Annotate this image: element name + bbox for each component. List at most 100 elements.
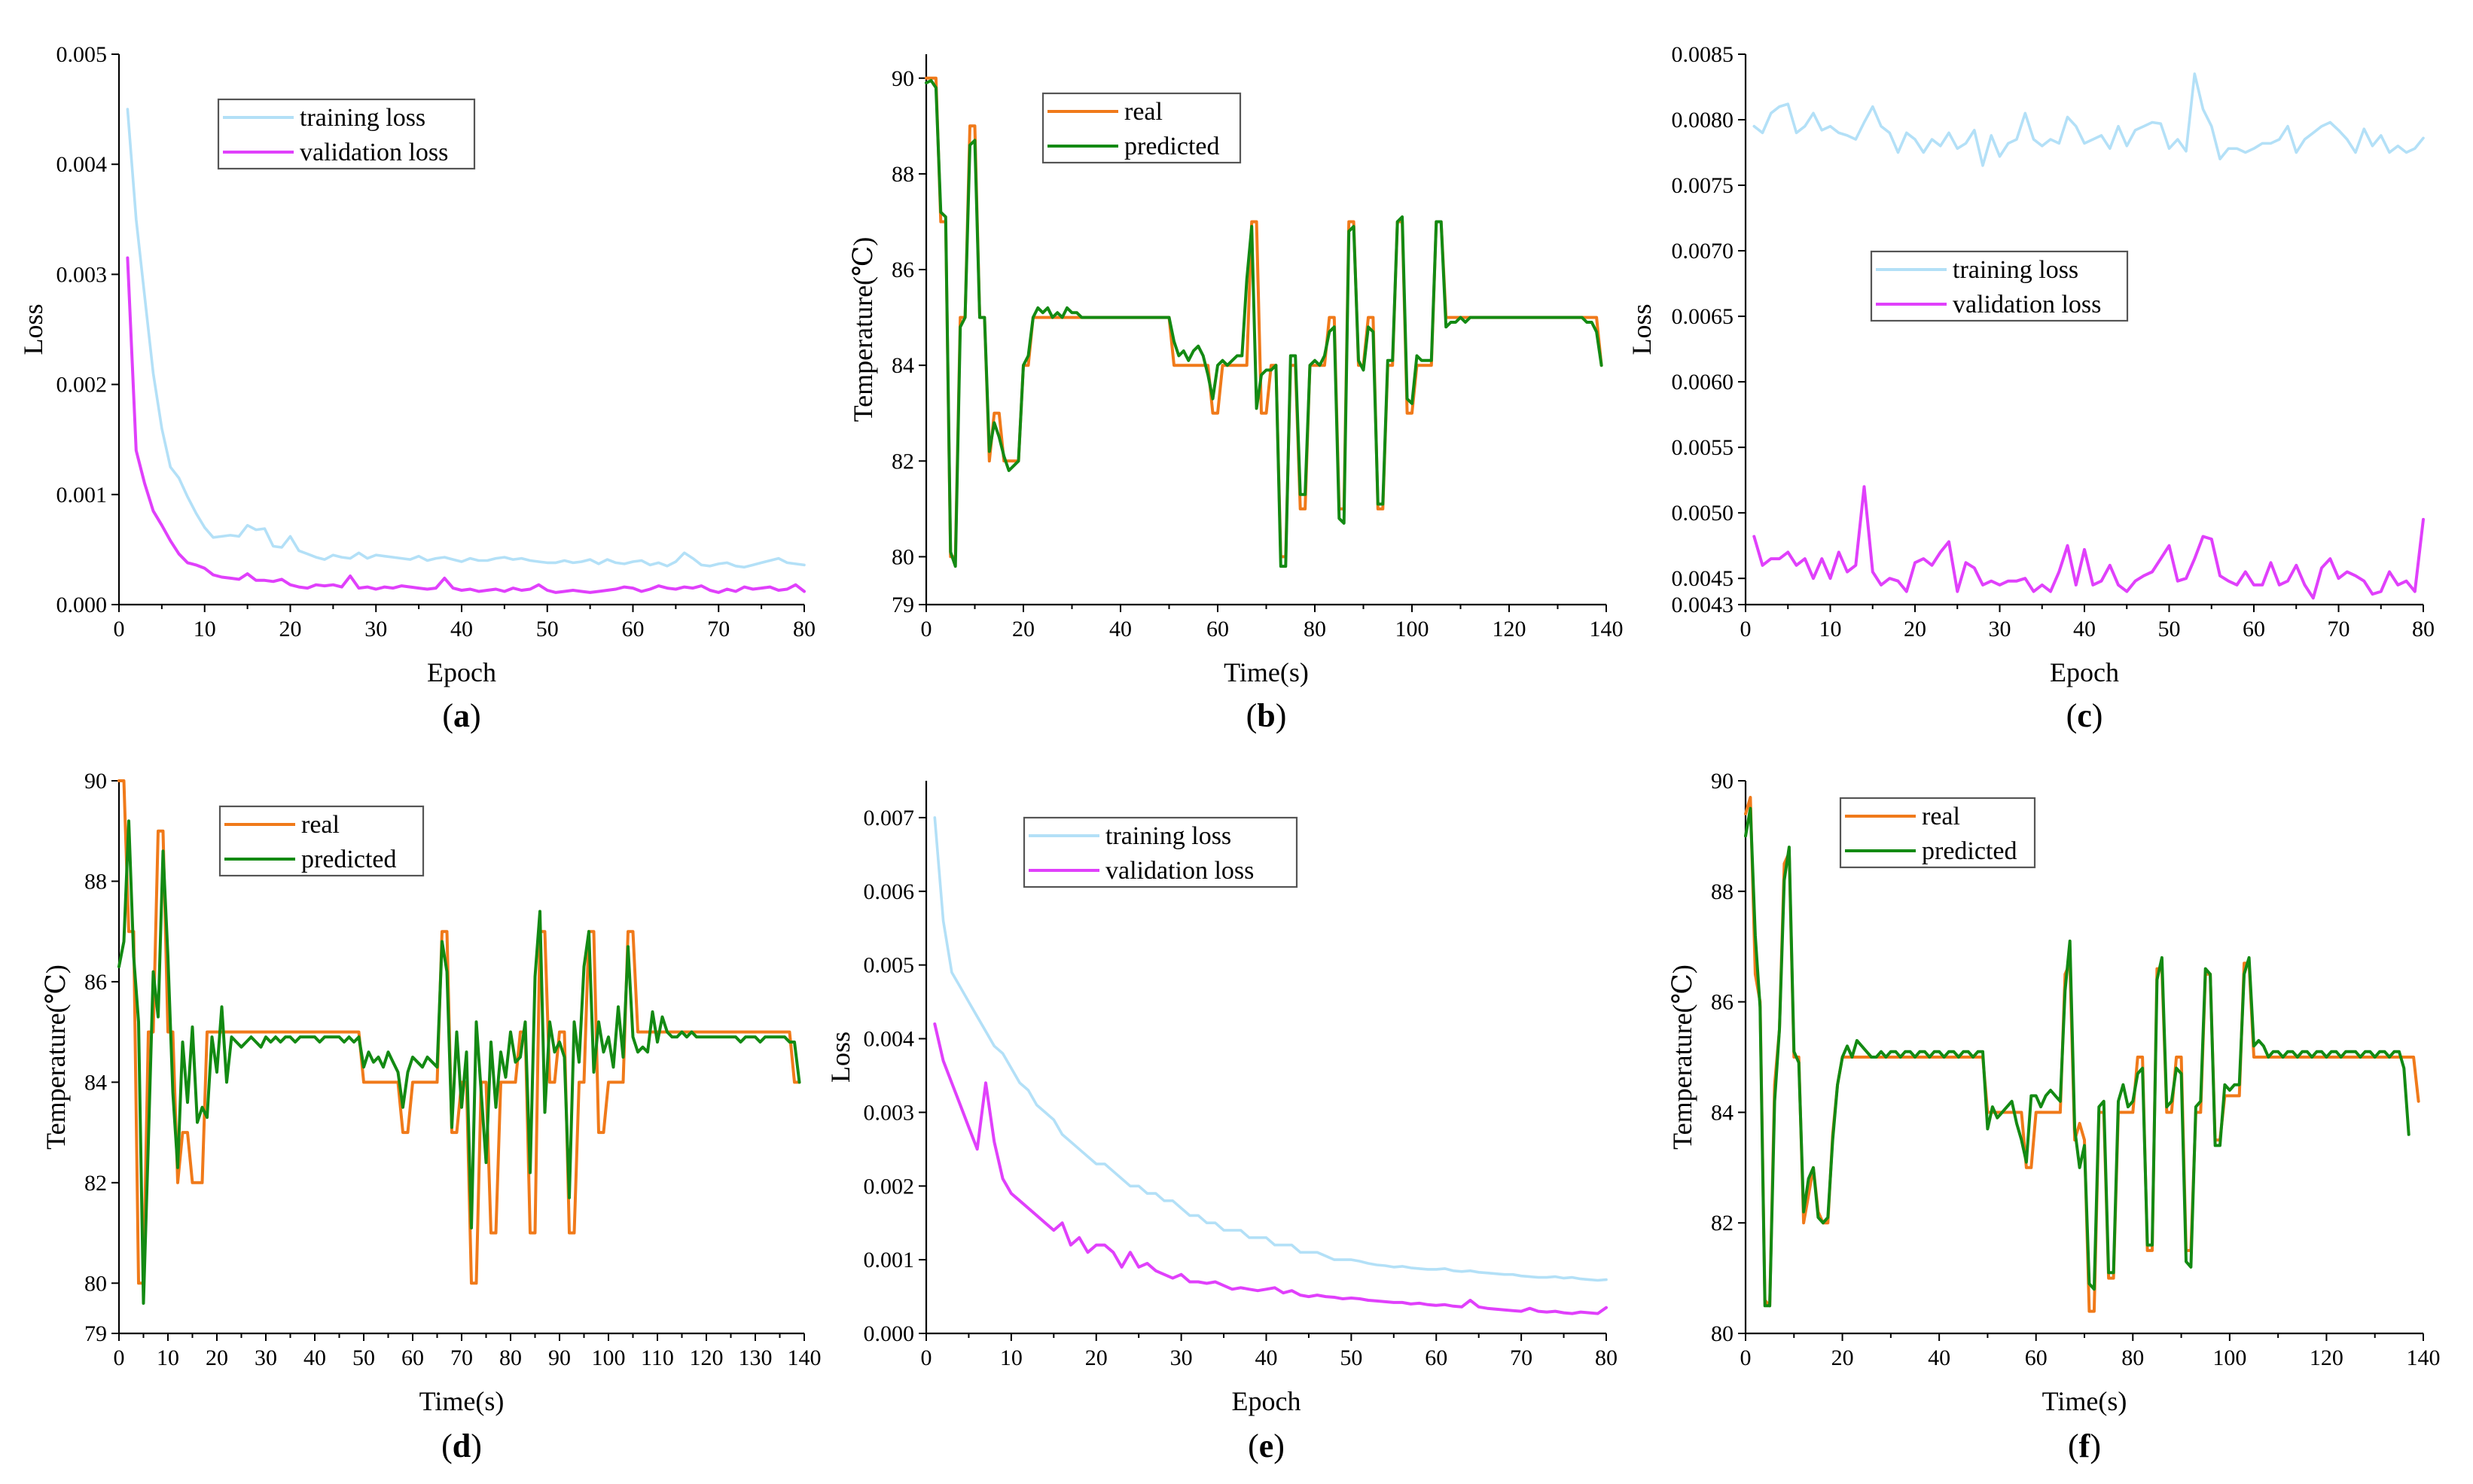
x-tick-label: 120: [690, 1345, 724, 1370]
y-tick-label: 90: [1711, 769, 1734, 794]
legend-entry: validation loss: [1105, 857, 1254, 885]
legend-entry: real: [1124, 98, 1163, 126]
x-tick-label: 20: [279, 617, 302, 641]
x-tick-label: 40: [2073, 617, 2096, 641]
legend-entry: real: [301, 811, 340, 839]
x-tick-label: 80: [2121, 1345, 2144, 1370]
x-tick-label: 50: [536, 617, 559, 641]
y-tick-label: 0.0045: [1672, 566, 1734, 591]
y-tick-label: 86: [892, 257, 914, 282]
legend-box: [218, 805, 425, 877]
y-tick-label: 0.0075: [1672, 173, 1734, 198]
x-tick-label: 10: [194, 617, 216, 641]
chart-f: 0 20 40 60 80 100 120 140 80 82 84 86 88 90 Time(s) Tem…: [1667, 769, 2441, 1464]
x-tick-label: 30: [255, 1345, 277, 1370]
x-axis-title: Epoch: [427, 657, 496, 687]
y-tick-label: 84: [84, 1070, 107, 1095]
x-tick-label: 90: [548, 1345, 571, 1370]
y-tick-label: 0.000: [864, 1321, 915, 1346]
y-tick-label: 86: [1711, 990, 1734, 1015]
x-tick-label: 50: [1340, 1345, 1362, 1370]
y-tick-label: 0.001: [864, 1248, 915, 1272]
x-tick-label: 140: [1590, 617, 1624, 641]
y-tick-label: 80: [1711, 1321, 1734, 1346]
legend-box: [1041, 92, 1242, 164]
x-tick-label: 30: [1989, 617, 2011, 641]
legend: training loss validation loss: [1023, 816, 1298, 888]
x-tick-label: 110: [641, 1345, 674, 1370]
x-tick-label: 0: [114, 1345, 125, 1370]
legend-box: [1870, 250, 2129, 322]
x-tick-label: 10: [1819, 617, 1842, 641]
axis-frame: [925, 54, 1606, 606]
legend: training loss validation loss: [217, 98, 476, 170]
legend-box: [1023, 816, 1298, 888]
y-tick-label: 0.006: [864, 879, 915, 904]
y-tick-label: 82: [84, 1171, 107, 1196]
x-axis-title: Epoch: [2050, 657, 2119, 687]
x-tick-label: 0: [1740, 1345, 1752, 1370]
x-tick-label: 100: [2212, 1345, 2246, 1370]
legend-entry: predicted: [1124, 133, 1220, 160]
x-tick-label: 80: [1595, 1345, 1618, 1370]
series-line-validation-loss: [1752, 485, 2425, 600]
x-tick-label: 40: [303, 1345, 326, 1370]
x-tick-label: 60: [2025, 1345, 2048, 1370]
y-axis-title: Temperature(℃): [1667, 964, 1697, 1150]
y-tick-label: 79: [84, 1321, 107, 1346]
y-tick-label: 82: [1711, 1211, 1734, 1236]
legend-box: [1839, 797, 2036, 869]
y-tick-label: 84: [892, 353, 914, 378]
x-tick-label: 70: [707, 617, 730, 641]
y-tick-label: 0.001: [56, 483, 108, 507]
panel-label: (f): [2068, 1428, 2101, 1464]
x-tick-label: 60: [622, 617, 645, 641]
y-tick-label: 0.002: [56, 373, 108, 398]
y-tick-label: 82: [892, 449, 914, 474]
panel-label: (e): [1248, 1428, 1285, 1464]
x-tick-label: 50: [2158, 617, 2181, 641]
x-tick-label: 0: [114, 617, 125, 641]
y-tick-label: 0.003: [56, 262, 108, 287]
y-tick-label: 88: [1711, 879, 1734, 904]
x-tick-label: 100: [592, 1345, 626, 1370]
x-tick-label: 40: [1255, 1345, 1278, 1370]
chart-e: 0 10 20 30 40 50 60 70 80 0.000 0.001 0.002 0.003 0.0…: [825, 781, 1618, 1464]
y-axis-title: Temperature(℃): [41, 964, 71, 1150]
y-axis-title: Loss: [18, 303, 48, 355]
y-tick-label: 79: [892, 593, 914, 617]
legend-entry: predicted: [1922, 837, 2017, 865]
x-tick-label: 120: [2310, 1345, 2343, 1370]
series-line-real: [1744, 796, 2420, 1313]
x-tick-label: 60: [1425, 1345, 1447, 1370]
x-tick-label: 60: [2243, 617, 2265, 641]
y-tick-label: 0.0060: [1672, 370, 1734, 395]
y-tick-label: 0.0065: [1672, 304, 1734, 329]
y-tick-label: 86: [84, 970, 107, 995]
x-tick-label: 140: [788, 1345, 822, 1370]
series-line-real: [117, 779, 801, 1285]
x-tick-label: 30: [1170, 1345, 1193, 1370]
x-tick-label: 80: [793, 617, 816, 641]
y-tick-label: 0.004: [864, 1027, 915, 1052]
series-line-predicted: [1744, 806, 2410, 1308]
x-tick-label: 20: [1904, 617, 1926, 641]
x-tick-label: 130: [739, 1345, 773, 1370]
legend-entry: training loss: [1105, 822, 1231, 850]
series-line-validation-loss: [126, 256, 806, 594]
legend-entry: real: [1922, 803, 1960, 830]
chart-d: 0 10 20 30 40 50 60 70 80 90 100 110 120 130 140 79 80 82…: [41, 769, 822, 1464]
y-tick-label: 0.004: [56, 152, 108, 177]
x-axis-title: Time(s): [1224, 657, 1309, 687]
legend-entry: validation loss: [1953, 291, 2101, 318]
series-line-training-loss: [933, 816, 1608, 1282]
legend: training loss validation loss: [1870, 250, 2129, 322]
legend-entry: training loss: [1953, 256, 2078, 284]
y-tick-label: 0.005: [864, 953, 915, 978]
x-tick-label: 0: [921, 1345, 932, 1370]
y-tick-label: 84: [1711, 1100, 1734, 1125]
y-tick-label: 0.0070: [1672, 239, 1734, 264]
x-tick-label: 80: [499, 1345, 522, 1370]
